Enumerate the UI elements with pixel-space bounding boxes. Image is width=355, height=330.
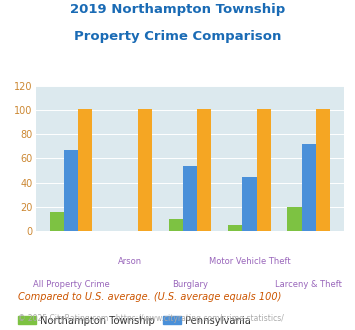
Text: Compared to U.S. average. (U.S. average equals 100): Compared to U.S. average. (U.S. average … [18, 292, 281, 302]
Legend: Northampton Township, National, Pennsylvania: Northampton Township, National, Pennsylv… [14, 312, 255, 330]
Text: All Property Crime: All Property Crime [33, 280, 109, 289]
Bar [169, 219, 183, 231]
Bar [183, 166, 197, 231]
Bar [257, 109, 271, 231]
Text: Arson: Arson [118, 257, 142, 266]
Bar [242, 177, 257, 231]
Text: Property Crime Comparison: Property Crime Comparison [74, 30, 281, 43]
Bar [50, 212, 64, 231]
Bar [302, 144, 316, 231]
Text: Burglary: Burglary [172, 280, 208, 289]
Bar [197, 109, 211, 231]
Text: © 2025 CityRating.com - https://www.cityrating.com/crime-statistics/: © 2025 CityRating.com - https://www.city… [18, 314, 284, 323]
Bar [78, 109, 92, 231]
Bar [138, 109, 152, 231]
Bar [316, 109, 330, 231]
Text: Motor Vehicle Theft: Motor Vehicle Theft [209, 257, 290, 266]
Bar [228, 225, 242, 231]
Bar [64, 150, 78, 231]
Bar [288, 207, 302, 231]
Text: Larceny & Theft: Larceny & Theft [275, 280, 342, 289]
Text: 2019 Northampton Township: 2019 Northampton Township [70, 3, 285, 16]
